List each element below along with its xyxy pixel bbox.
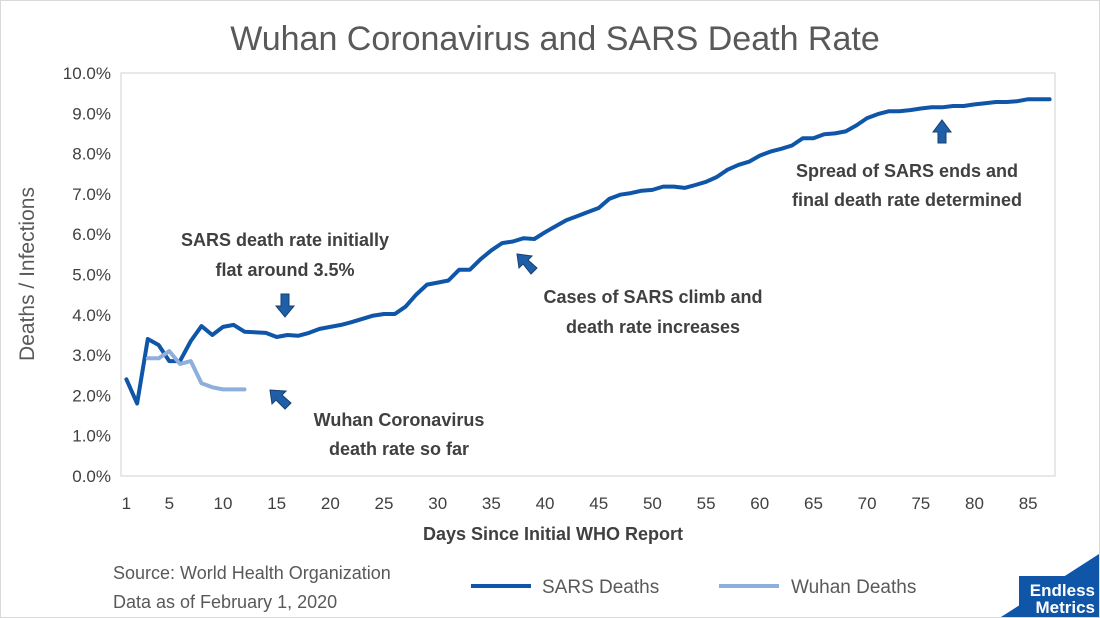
y-tick-label: 5.0% <box>72 266 111 285</box>
annotation-sars-end-line2: final death rate determined <box>792 190 1022 210</box>
y-tick-label: 7.0% <box>72 185 111 204</box>
y-tick-label: 4.0% <box>72 306 111 325</box>
logo-text-line2: Metrics <box>1035 598 1095 617</box>
x-tick-label: 40 <box>536 494 555 513</box>
annotation-sars-end-line1: Spread of SARS ends and <box>796 161 1018 181</box>
x-tick-label: 80 <box>965 494 984 513</box>
x-axis-ticks: 1 5 10 15 20 25 30 35 40 45 50 55 60 65 70 75 80 85 <box>122 494 1038 513</box>
legend-item-sars: SARS Deaths <box>471 577 659 598</box>
arrow-up-left-icon <box>516 253 538 275</box>
x-tick-label: 35 <box>482 494 501 513</box>
x-tick-label: 60 <box>750 494 769 513</box>
annotation-sars-flat-line2: flat around 3.5% <box>215 260 354 280</box>
annotation-sars-end: Spread of SARS ends and final death rate… <box>792 119 1022 210</box>
logo-band <box>1019 576 1099 617</box>
x-tick-label: 25 <box>375 494 394 513</box>
legend-label-sars: SARS Deaths <box>542 577 659 598</box>
x-tick-label: 5 <box>165 494 174 513</box>
source-note: Source: World Health Organization <box>113 563 391 583</box>
legend-label-wuhan: Wuhan Deaths <box>791 577 916 598</box>
x-tick-label: 15 <box>267 494 286 513</box>
x-axis-title: Days Since Initial WHO Report <box>423 524 683 544</box>
y-axis-ticks: 0.0% 1.0% 2.0% 3.0% 4.0% 5.0% 6.0% 7.0% 8.0% 9.0%… <box>63 64 111 486</box>
series-line-wuhan <box>145 349 247 392</box>
annotation-sars-flat-line1: SARS death rate initially <box>181 230 389 250</box>
chart-title: Wuhan Coronavirus and SARS Death Rate <box>230 20 880 58</box>
x-tick-label: 1 <box>122 494 131 513</box>
series-line-sars <box>124 97 1052 406</box>
x-tick-label: 75 <box>911 494 930 513</box>
y-tick-label: 1.0% <box>72 427 111 446</box>
x-tick-label: 45 <box>589 494 608 513</box>
legend-item-wuhan: Wuhan Deaths <box>719 577 916 598</box>
arrow-up-icon <box>932 119 952 144</box>
y-tick-label: 2.0% <box>72 386 111 405</box>
y-axis-title: Deaths / Infections <box>16 187 39 361</box>
y-tick-label: 8.0% <box>72 145 111 164</box>
arrow-up-left-icon <box>269 389 292 410</box>
annotation-sars-climb-line1: Cases of SARS climb and <box>543 287 762 307</box>
annotation-wuhan: Wuhan Coronavirus death rate so far <box>269 389 485 459</box>
y-tick-label: 9.0% <box>72 104 111 123</box>
x-tick-label: 50 <box>643 494 662 513</box>
y-tick-label: 10.0% <box>63 64 111 83</box>
arrow-down-icon <box>274 293 296 318</box>
x-tick-label: 30 <box>428 494 447 513</box>
x-tick-label: 20 <box>321 494 340 513</box>
series-layer <box>124 97 1052 406</box>
annotation-sars-flat: SARS death rate initially flat around 3.… <box>181 230 389 318</box>
plot-area <box>120 72 1056 477</box>
y-tick-label: 0.0% <box>72 467 111 486</box>
y-tick-label: 3.0% <box>72 346 111 365</box>
annotation-wuhan-line2: death rate so far <box>329 439 469 459</box>
y-tick-label: 6.0% <box>72 225 111 244</box>
annotation-sars-climb: Cases of SARS climb and death rate incre… <box>516 253 763 337</box>
endless-metrics-logo: Endless Metrics <box>1001 554 1099 617</box>
annotation-sars-climb-line2: death rate increases <box>566 317 740 337</box>
annotation-wuhan-line1: Wuhan Coronavirus <box>314 410 485 430</box>
legend: SARS Deaths Wuhan Deaths <box>471 577 916 598</box>
x-tick-label: 85 <box>1019 494 1038 513</box>
x-tick-label: 70 <box>858 494 877 513</box>
data-date-note: Data as of February 1, 2020 <box>113 592 337 612</box>
x-tick-label: 55 <box>697 494 716 513</box>
x-tick-label: 65 <box>804 494 823 513</box>
x-tick-label: 10 <box>214 494 233 513</box>
logo-text-line1: Endless <box>1030 581 1095 600</box>
